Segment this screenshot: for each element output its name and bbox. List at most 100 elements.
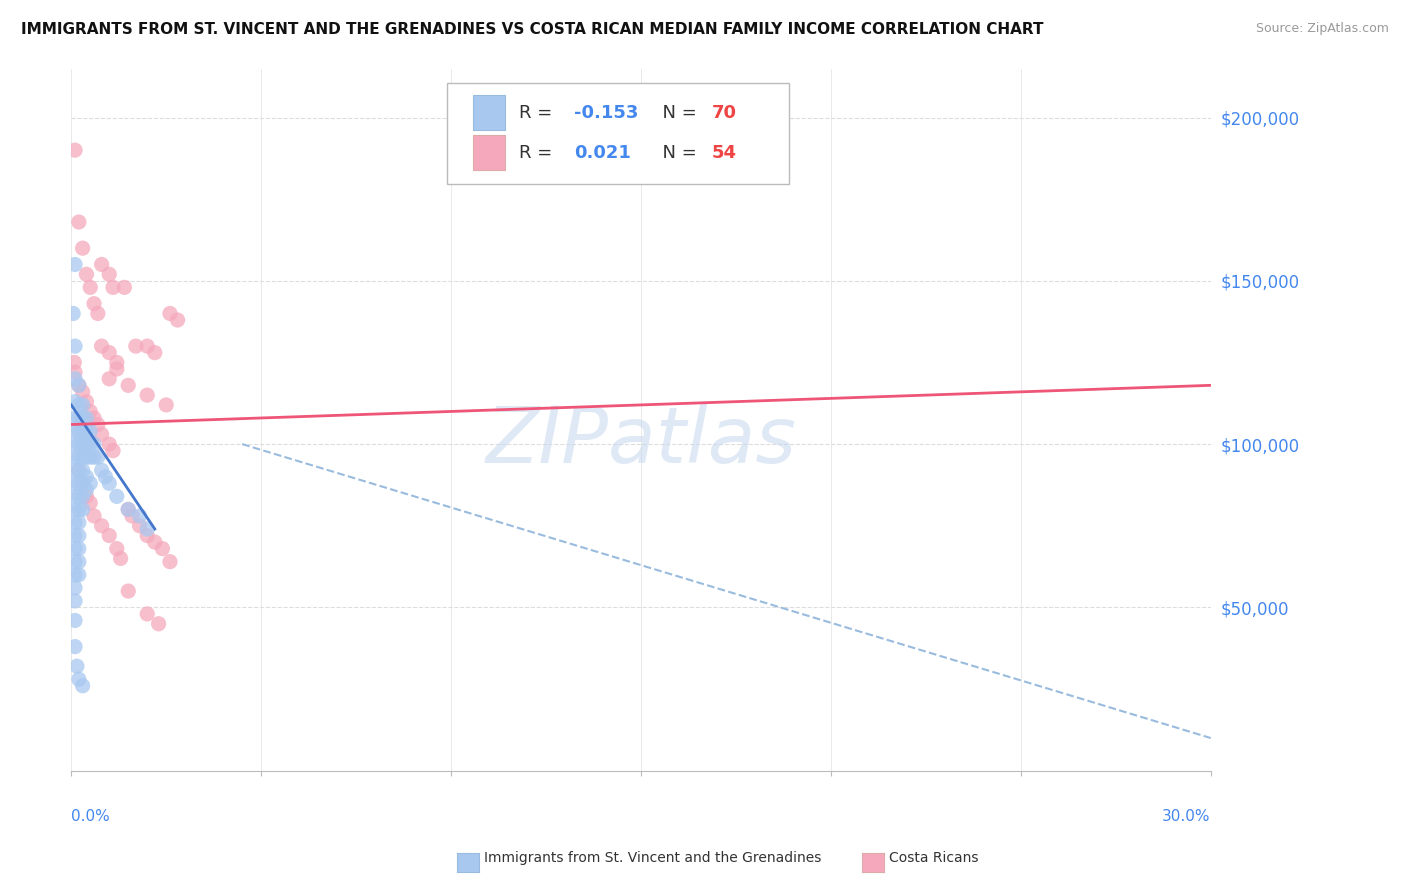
Point [83, 411, 105, 425]
Point [105, 489, 128, 503]
Point [67, 672, 90, 686]
Point [63, 365, 86, 379]
Point [128, 518, 150, 533]
Point [72, 489, 94, 503]
Point [112, 280, 135, 294]
Point [87, 450, 110, 465]
Point [67, 463, 90, 477]
Point [110, 551, 132, 566]
Point [83, 296, 105, 310]
Point [83, 450, 105, 465]
Point [136, 522, 159, 536]
Text: Source: ZipAtlas.com: Source: ZipAtlas.com [1256, 22, 1389, 36]
Point [90, 427, 112, 442]
Point [63, 555, 86, 569]
Text: 70: 70 [711, 103, 737, 121]
Point [63, 463, 86, 477]
Point [75, 394, 97, 409]
Point [152, 541, 174, 556]
Point [63, 394, 86, 409]
Point [79, 280, 101, 294]
Point [72, 450, 94, 465]
Point [143, 535, 166, 549]
Point [79, 476, 101, 491]
Point [67, 476, 90, 491]
Point [75, 469, 97, 483]
Point [121, 508, 143, 523]
Point [75, 437, 97, 451]
Point [67, 489, 90, 503]
Point [155, 398, 177, 412]
Point [67, 378, 90, 392]
FancyBboxPatch shape [447, 83, 789, 185]
Point [72, 411, 94, 425]
Point [67, 463, 90, 477]
Point [136, 339, 159, 353]
Point [63, 411, 86, 425]
Text: 0.0%: 0.0% [72, 809, 110, 824]
Point [63, 567, 86, 582]
Point [67, 528, 90, 542]
Point [67, 450, 90, 465]
Point [98, 437, 121, 451]
Point [75, 424, 97, 438]
Point [98, 476, 121, 491]
Point [105, 541, 128, 556]
Point [72, 679, 94, 693]
Text: Immigrants from St. Vincent and the Grenadines: Immigrants from St. Vincent and the Gren… [484, 851, 821, 865]
Point [75, 489, 97, 503]
Point [148, 616, 170, 631]
Point [159, 555, 181, 569]
Point [87, 306, 110, 320]
Point [79, 496, 101, 510]
Point [63, 476, 86, 491]
Point [63, 355, 86, 369]
Point [159, 306, 181, 320]
Point [63, 594, 86, 608]
Point [63, 528, 86, 542]
Point [117, 378, 139, 392]
Point [136, 388, 159, 402]
Point [128, 508, 150, 523]
Point [79, 404, 101, 418]
Text: ZIPatlas: ZIPatlas [485, 402, 796, 479]
Point [117, 584, 139, 599]
Point [87, 417, 110, 432]
Point [72, 384, 94, 399]
Point [67, 424, 90, 438]
Point [63, 489, 86, 503]
Point [105, 355, 128, 369]
Point [63, 450, 86, 465]
Point [72, 476, 94, 491]
Point [63, 502, 86, 516]
Text: R =: R = [519, 103, 564, 121]
Point [79, 450, 101, 465]
Point [98, 528, 121, 542]
Point [63, 143, 86, 157]
Point [72, 476, 94, 491]
Point [63, 541, 86, 556]
Point [67, 516, 90, 530]
Point [72, 424, 94, 438]
Point [67, 502, 90, 516]
Point [72, 463, 94, 477]
Text: -0.153: -0.153 [574, 103, 638, 121]
Point [90, 518, 112, 533]
Text: Costa Ricans: Costa Ricans [889, 851, 979, 865]
Point [63, 424, 86, 438]
Point [75, 450, 97, 465]
Point [136, 607, 159, 621]
Point [75, 267, 97, 281]
Point [72, 398, 94, 412]
Point [72, 437, 94, 451]
Point [63, 372, 86, 386]
Point [63, 614, 86, 628]
Point [67, 541, 90, 556]
Text: R =: R = [519, 144, 564, 161]
Point [67, 215, 90, 229]
Point [136, 528, 159, 542]
Point [90, 463, 112, 477]
Point [79, 437, 101, 451]
Point [67, 437, 90, 451]
Point [67, 411, 90, 425]
